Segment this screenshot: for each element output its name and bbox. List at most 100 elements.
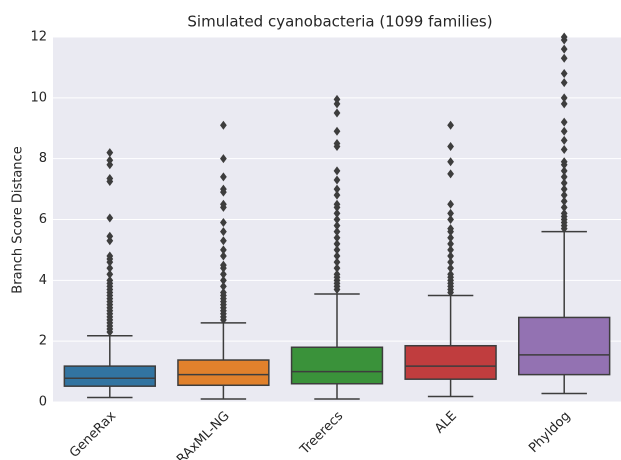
x-tick-label: Treerecs — [297, 409, 347, 459]
outlier — [333, 208, 341, 218]
outlier — [333, 199, 341, 209]
outlier — [106, 155, 114, 165]
outlier — [560, 190, 568, 200]
outlier — [447, 233, 454, 243]
outlier — [560, 166, 568, 176]
outlier — [560, 32, 568, 42]
outlier — [447, 142, 454, 151]
x-tick-label: Phyldog — [526, 409, 573, 456]
y-tick-label: 6 — [39, 212, 47, 227]
outlier — [447, 224, 454, 234]
outlier — [220, 218, 227, 228]
outlier — [560, 135, 568, 145]
box — [404, 344, 497, 380]
outlier — [447, 208, 454, 218]
outlier — [220, 236, 227, 246]
box — [63, 365, 156, 387]
outlier — [333, 257, 341, 267]
outlier — [447, 239, 454, 249]
y-tick-label: 4 — [39, 273, 47, 288]
outlier — [560, 172, 568, 182]
outlier — [220, 120, 227, 130]
outlier — [447, 215, 454, 224]
outlier — [447, 251, 454, 261]
outlier — [220, 199, 227, 209]
box — [518, 316, 611, 376]
outlier — [106, 213, 114, 223]
outlier — [447, 169, 454, 179]
outlier — [333, 190, 341, 200]
outlier — [220, 154, 227, 164]
outlier — [106, 160, 114, 170]
outlier — [447, 120, 454, 130]
outlier — [447, 269, 454, 279]
outlier — [106, 269, 114, 279]
outlier — [447, 245, 454, 255]
outlier — [560, 157, 568, 167]
outlier — [560, 178, 568, 188]
chart-title: Simulated cyanobacteria (1099 families) — [187, 13, 492, 31]
outlier — [106, 275, 114, 285]
outlier — [333, 251, 341, 261]
outlier — [333, 227, 341, 237]
outlier — [333, 94, 341, 104]
outlier — [106, 263, 114, 273]
outlier — [106, 148, 114, 158]
outlier — [333, 221, 341, 231]
outlier — [560, 126, 568, 136]
outlier — [447, 257, 454, 267]
outlier — [220, 269, 227, 279]
outlier — [220, 245, 227, 255]
outlier — [220, 275, 227, 285]
outlier — [333, 269, 341, 279]
outlier — [560, 44, 568, 54]
outlier — [560, 53, 568, 63]
outlier — [560, 117, 568, 127]
y-tick-label: 2 — [39, 334, 47, 349]
outlier — [333, 215, 341, 224]
outlier — [447, 263, 454, 273]
outlier — [560, 184, 568, 194]
outlier — [333, 99, 341, 109]
outlier — [560, 93, 568, 103]
outlier — [560, 145, 568, 155]
outlier — [220, 281, 227, 291]
outlier — [560, 208, 568, 218]
x-tick-label: RAxML-NG — [174, 409, 233, 460]
outlier — [333, 166, 341, 176]
x-tick-label: GeneRax — [67, 408, 119, 460]
outlier — [106, 236, 114, 246]
outlier — [220, 227, 227, 237]
x-tick-label: ALE — [432, 409, 460, 437]
outlier — [333, 138, 341, 148]
outlier — [560, 99, 568, 109]
outlier — [560, 78, 568, 88]
outlier — [447, 199, 454, 209]
y-tick-label: 10 — [30, 90, 47, 105]
outlier — [106, 251, 114, 261]
outlier — [333, 263, 341, 273]
outlier — [220, 288, 227, 297]
y-tick-label: 8 — [39, 151, 47, 166]
y-tick-label: 0 — [39, 395, 47, 410]
outlier — [560, 202, 568, 212]
outlier — [333, 184, 341, 194]
outlier — [560, 196, 568, 206]
outlier — [333, 233, 341, 243]
outlier — [220, 172, 227, 182]
outlier — [106, 173, 114, 183]
box — [177, 359, 270, 387]
outlier — [447, 157, 454, 167]
y-tick-label: 12 — [30, 30, 47, 45]
outlier — [333, 175, 341, 185]
box — [290, 346, 384, 385]
outlier — [560, 69, 568, 78]
outlier — [333, 108, 341, 118]
outlier — [333, 239, 341, 249]
outlier — [220, 251, 227, 261]
outlier — [220, 260, 227, 270]
outlier — [106, 231, 114, 241]
outlier — [333, 245, 341, 255]
outlier — [333, 126, 341, 136]
